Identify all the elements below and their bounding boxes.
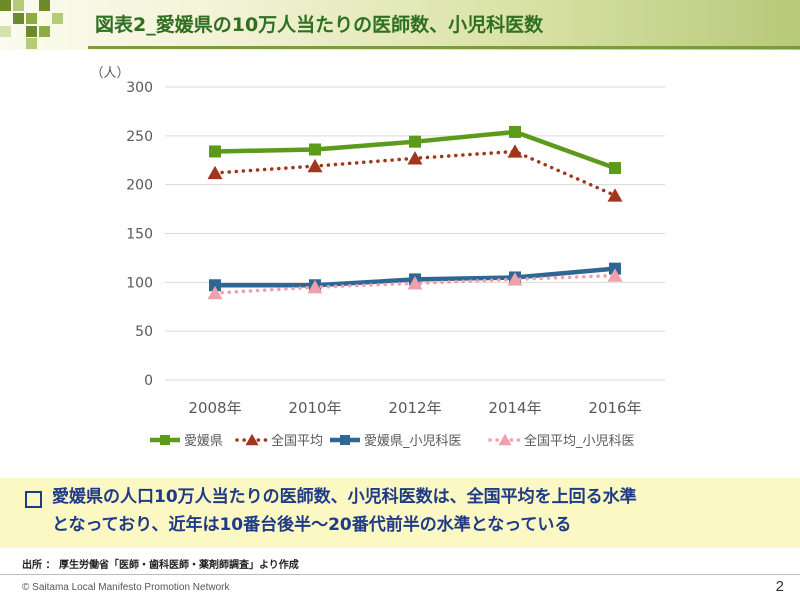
- data-point-series-3: [209, 279, 221, 292]
- legend-marker: [245, 433, 259, 446]
- legend-label: 愛媛県_小児科医: [364, 434, 462, 449]
- title-bar: 図表2_愛媛県の10万人当たりの医師数、小児科医数: [0, 0, 800, 50]
- logo-square: [0, 26, 11, 37]
- logo-square: [0, 0, 11, 11]
- data-point-series-4: [407, 276, 423, 290]
- data-point-series-2: [607, 188, 623, 202]
- y-tick-label: 50: [135, 324, 153, 340]
- logo-square: [13, 0, 24, 11]
- y-tick-label: 100: [126, 275, 153, 291]
- data-point-series-2: [207, 165, 223, 180]
- x-tick-label: 2014年: [488, 399, 541, 417]
- source-note: 出所 ： 厚生労働省「医師・歯科医師・薬剤師調査」より作成: [22, 560, 299, 571]
- legend-label: 全国平均_小児科医: [524, 433, 635, 449]
- logo-square: [39, 26, 50, 37]
- data-point-series-4: [507, 272, 523, 286]
- legend-label: 愛媛県: [184, 434, 223, 449]
- y-tick-label: 250: [126, 129, 153, 145]
- x-tick-label: 2016年: [588, 399, 641, 417]
- page-number: 2: [775, 578, 784, 595]
- summary-line-1: 愛媛県の人口10万人当たりの医師数、小児科医数は、全国平均を上回る水準: [52, 487, 637, 507]
- logo-square: [52, 13, 63, 24]
- line-chart: 0 50 100 150 200 250 300（人） 2008年 2010年 2012年 2014…: [90, 66, 665, 449]
- x-tick-label: 2012年: [388, 399, 441, 417]
- slide-title: 図表2_愛媛県の10万人当たりの医師数、小児科医数: [95, 14, 544, 36]
- data-point-series-4: [607, 268, 623, 282]
- data-point-series-2: [407, 151, 423, 165]
- data-point-series-1: [209, 145, 221, 158]
- x-tick-label: 2010年: [288, 399, 341, 417]
- data-point-series-4: [207, 285, 223, 300]
- legend-label: 全国平均: [271, 433, 323, 449]
- x-tick-label: 2008年: [188, 399, 241, 417]
- logo-square: [26, 26, 37, 37]
- y-tick-label: 200: [126, 178, 153, 194]
- legend-marker: [498, 433, 512, 446]
- y-tick-label: 0: [144, 373, 153, 389]
- data-point-series-2: [307, 158, 323, 173]
- summary-text: 愛媛県の人口10万人当たりの医師数、小児科医数は、全国平均を上回る水準 となって…: [52, 483, 792, 539]
- data-point-series-1: [409, 135, 421, 148]
- summary-line-2: となっており、近年は10番台後半～20番代前半の水準となっている: [52, 515, 572, 535]
- y-axis-label: （人）: [90, 66, 129, 81]
- footer-divider: [0, 574, 800, 575]
- title-underline: [88, 46, 800, 49]
- y-tick-label: 150: [126, 227, 153, 243]
- logo-square: [39, 0, 50, 11]
- data-point-series-1: [309, 143, 321, 156]
- data-point-series-1: [609, 162, 621, 175]
- data-point-series-4: [307, 280, 323, 294]
- copyright-text: © Saitama Local Manifesto Promotion Netw…: [22, 582, 230, 593]
- square-bullet-icon: [25, 491, 42, 508]
- y-tick-label: 300: [126, 80, 153, 96]
- logo-square: [26, 13, 37, 24]
- data-point-series-1: [509, 125, 521, 138]
- data-point-series-2: [507, 144, 523, 158]
- logo-square: [26, 38, 37, 49]
- logo-square: [13, 13, 24, 24]
- legend-marker: [340, 435, 350, 445]
- summary-box: 愛媛県の人口10万人当たりの医師数、小児科医数は、全国平均を上回る水準 となって…: [0, 478, 800, 548]
- legend-marker: [160, 435, 170, 445]
